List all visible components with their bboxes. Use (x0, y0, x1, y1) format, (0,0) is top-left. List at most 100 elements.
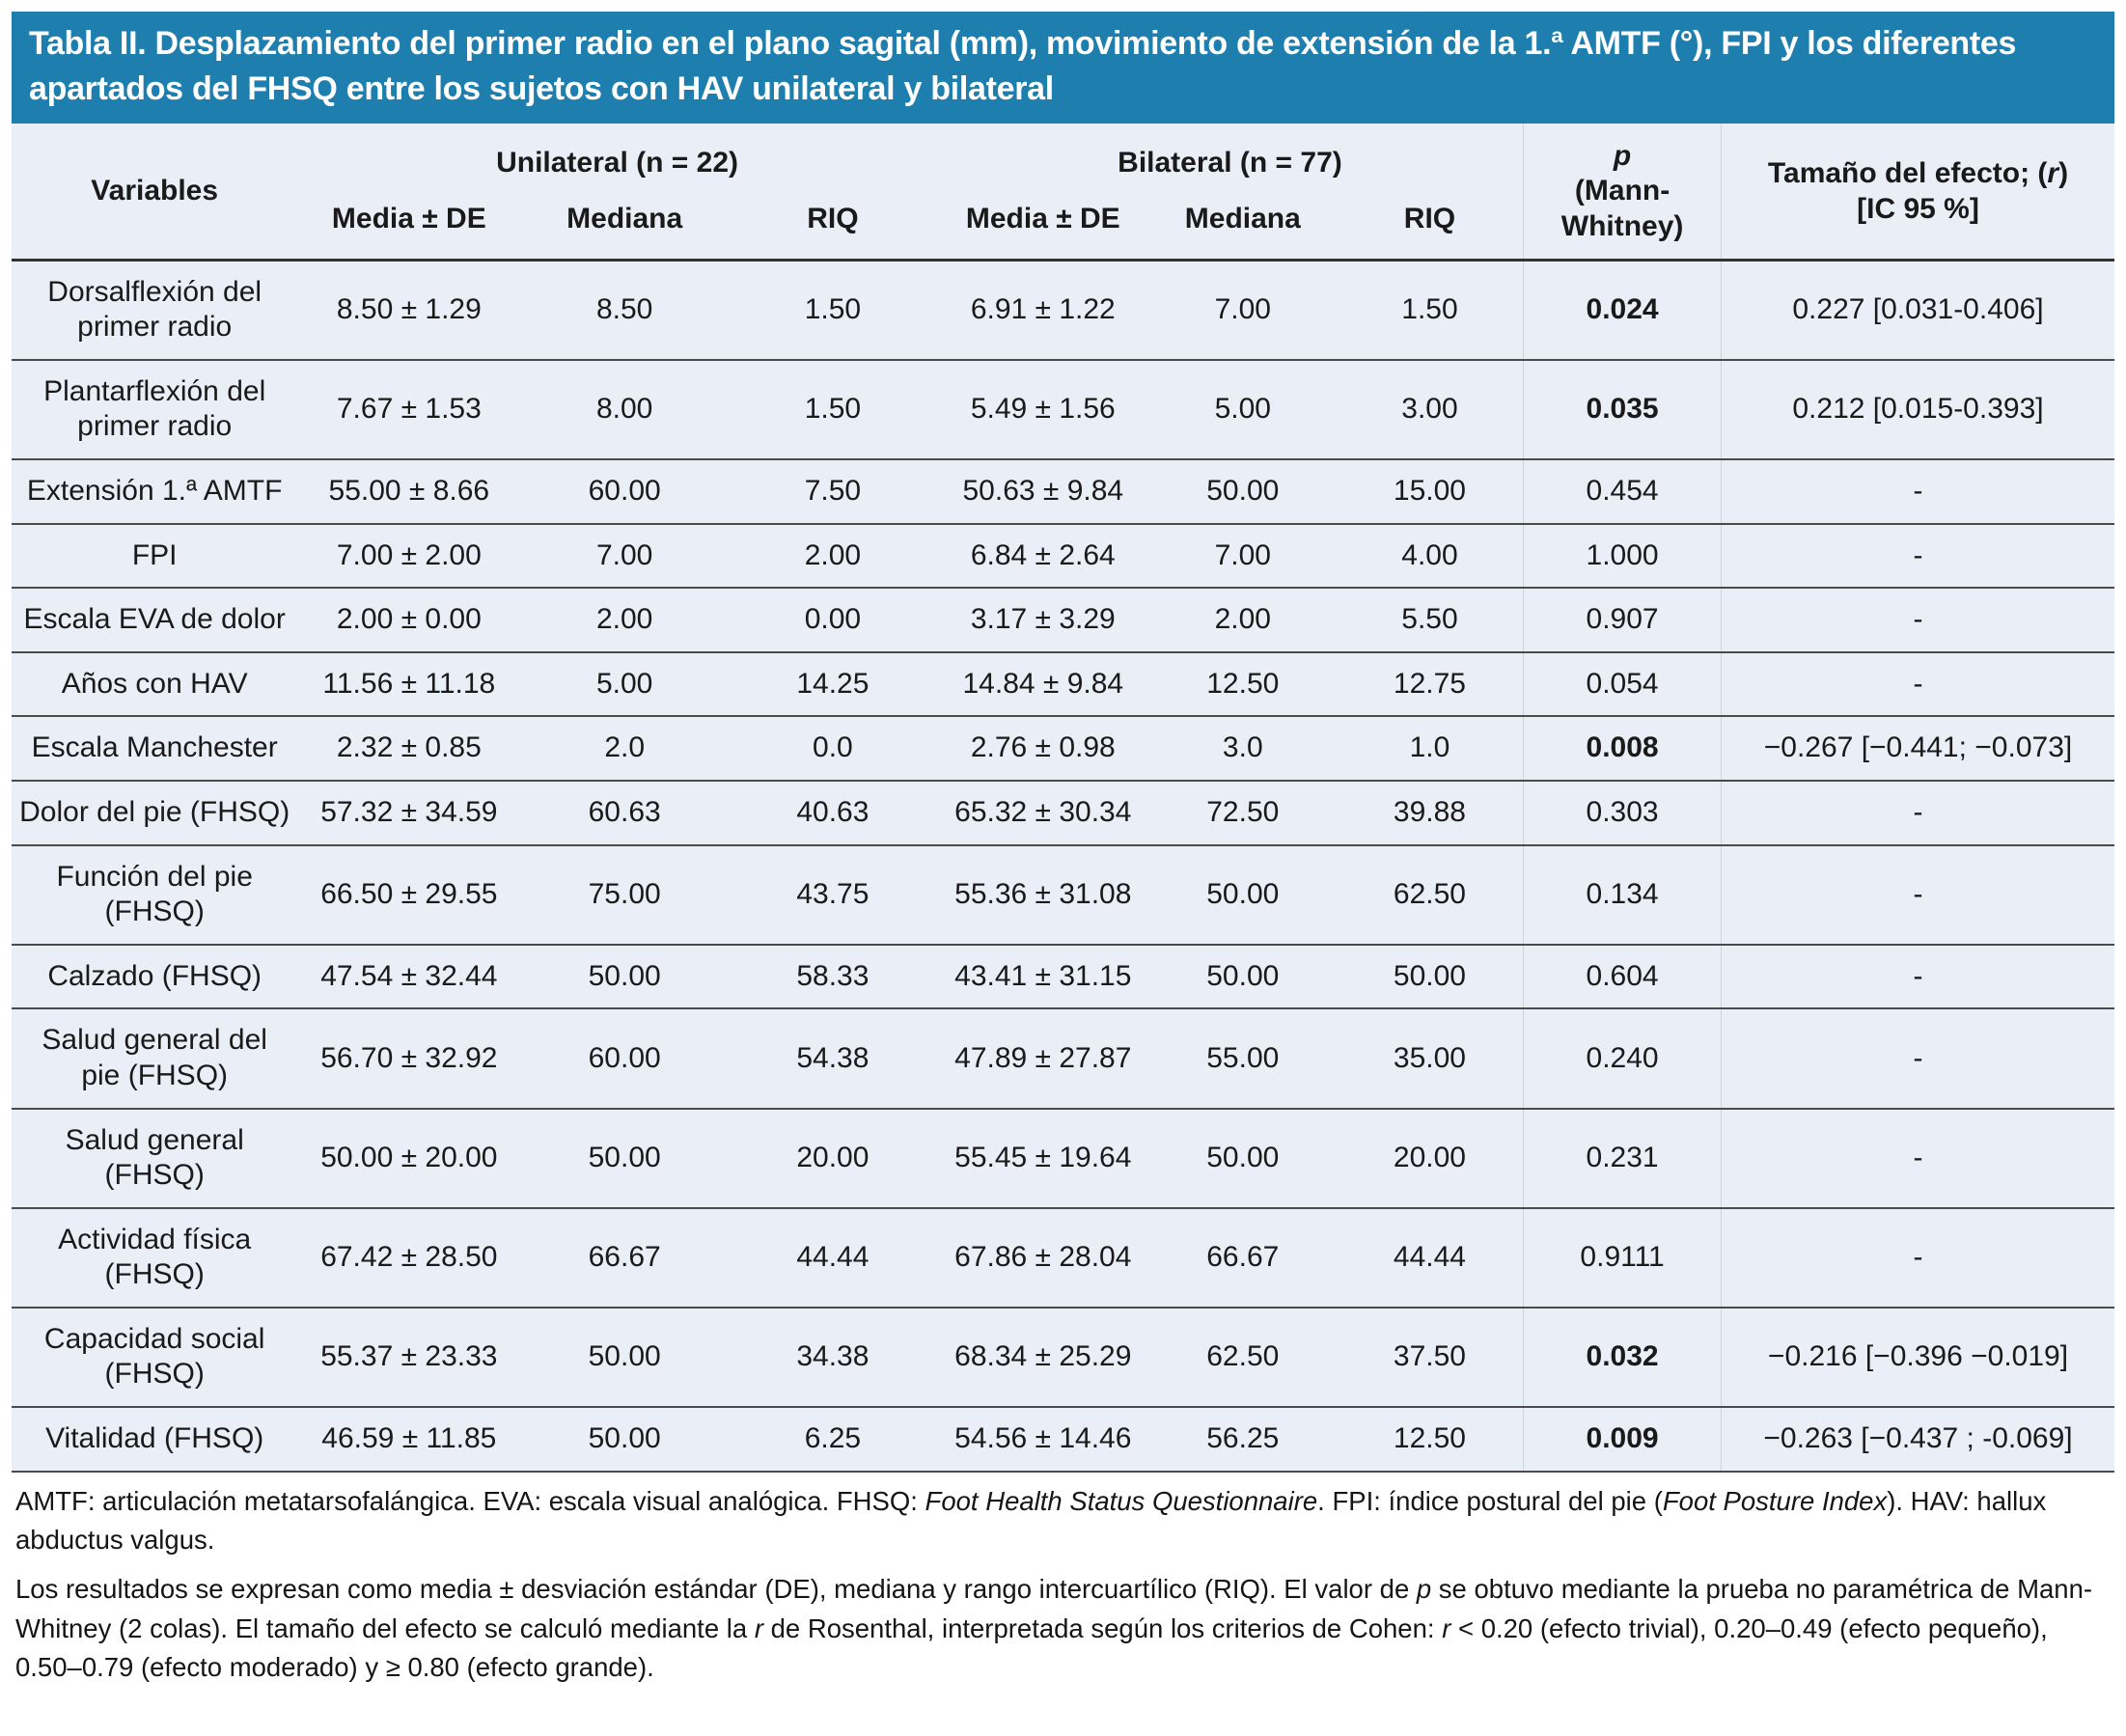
data-table: Variables Unilateral (n = 22) Bilateral … (12, 123, 2114, 1473)
table-title: Tabla II. Desplazamiento del primer radi… (12, 12, 2114, 124)
cell-bil-riq: 1.50 (1336, 259, 1524, 360)
row-label: Plantarflexión del primer radio (12, 358, 298, 459)
cell-bil-media-de: 55.45 ± 19.64 (936, 1107, 1149, 1208)
italic-text-segment: p (1416, 1574, 1432, 1605)
cell-p-value: 1.000 (1523, 522, 1722, 589)
text-segment: de Rosenthal, interpretada según los cri… (762, 1612, 1443, 1643)
cell-uni-mediana: 8.50 (520, 259, 730, 360)
table-row: FPI 7.00 ± 2.00 7.00 2.00 6.84 ± 2.64 7.00 4.0… (12, 522, 2114, 589)
cell-uni-mediana: 7.00 (520, 522, 730, 589)
cell-uni-media-de: 56.70 ± 32.92 (297, 1007, 521, 1109)
cell-uni-riq: 2.00 (729, 522, 937, 589)
table-row: Dolor del pie (FHSQ) 57.32 ± 34.59 60.63 40… (12, 779, 2114, 845)
cell-bil-media-de: 14.84 ± 9.84 (936, 650, 1149, 717)
cell-uni-riq: 20.00 (729, 1107, 937, 1208)
row-label: Salud general del pie (FHSQ) (12, 1007, 298, 1109)
cell-bil-riq: 35.00 (1336, 1007, 1524, 1109)
cell-effect-size: - (1720, 779, 2114, 845)
table-row: Años con HAV 11.56 ± 11.18 5.00 14.25 14.84 … (12, 650, 2114, 717)
row-label: Actividad física (FHSQ) (12, 1206, 298, 1308)
cell-bil-media-de: 47.89 ± 27.87 (936, 1007, 1149, 1109)
row-label: Escala Manchester (12, 715, 298, 781)
col-header-bil-riq: RIQ (1336, 190, 1524, 262)
table-header: Variables Unilateral (n = 22) Bilateral … (12, 123, 2114, 262)
table-row: Salud general (FHSQ) 50.00 ± 20.00 50.00 20… (12, 1107, 2114, 1208)
cell-effect-size: - (1720, 457, 2114, 524)
cell-bil-riq: 15.00 (1336, 457, 1524, 524)
cell-uni-media-de: 55.00 ± 8.66 (297, 457, 521, 524)
cell-uni-mediana: 60.63 (520, 779, 730, 845)
table-row: Escala Manchester 2.32 ± 0.85 2.0 0.0 2.76 ±… (12, 715, 2114, 781)
cell-uni-mediana: 60.00 (520, 1007, 730, 1109)
cell-p-value: 0.240 (1523, 1007, 1722, 1109)
table-row: Capacidad social (FHSQ) 55.37 ± 23.33 50.0… (12, 1306, 2114, 1408)
cell-effect-size: - (1720, 1206, 2114, 1308)
cell-bil-media-de: 55.36 ± 31.08 (936, 843, 1149, 945)
cell-p-value: 0.231 (1523, 1107, 1722, 1208)
cell-uni-riq: 40.63 (729, 779, 937, 845)
cell-bil-mediana: 56.25 (1148, 1406, 1337, 1472)
cell-uni-riq: 44.44 (729, 1206, 937, 1308)
cell-uni-media-de: 7.00 ± 2.00 (297, 522, 521, 589)
row-label: Dolor del pie (FHSQ) (12, 779, 298, 845)
cell-uni-media-de: 2.00 ± 0.00 (297, 587, 521, 652)
cell-p-value: 0.907 (1523, 587, 1722, 652)
cell-uni-media-de: 7.67 ± 1.53 (297, 358, 521, 459)
cell-bil-media-de: 6.91 ± 1.22 (936, 259, 1149, 360)
col-header-bil-media-de: Media ± DE (936, 190, 1149, 262)
cell-uni-riq: 1.50 (729, 358, 937, 459)
text-segment: ) (2058, 157, 2069, 190)
cell-uni-media-de: 67.42 ± 28.50 (297, 1206, 521, 1308)
cell-p-value: 0.009 (1523, 1406, 1722, 1472)
cell-p-value: 0.032 (1523, 1306, 1722, 1408)
cell-uni-riq: 0.00 (729, 587, 937, 652)
cell-uni-media-de: 11.56 ± 11.18 (297, 650, 521, 717)
italic-text-segment: Foot Health Status Questionnaire (925, 1485, 1318, 1516)
cell-bil-media-de: 2.76 ± 0.98 (936, 715, 1149, 781)
row-label: Vitalidad (FHSQ) (12, 1406, 298, 1472)
cell-effect-size: −0.267 [−0.441; −0.073] (1720, 715, 2114, 781)
cell-effect-size: - (1720, 522, 2114, 589)
cell-bil-riq: 5.50 (1336, 587, 1524, 652)
cell-bil-mediana: 50.00 (1148, 457, 1337, 524)
cell-bil-media-de: 5.49 ± 1.56 (936, 358, 1149, 459)
col-group-unilateral: Unilateral (n = 22) (496, 147, 738, 179)
table-row: Salud general del pie (FHSQ) 56.70 ± 32.9… (12, 1007, 2114, 1109)
p-test-name: (Mann-Whitney) (1560, 175, 1684, 242)
cell-bil-riq: 39.88 (1336, 779, 1524, 845)
cell-p-value: 0.604 (1523, 943, 1722, 1009)
cell-effect-size: - (1720, 843, 2114, 945)
col-group-bilateral: Bilateral (n = 77) (1118, 147, 1342, 179)
cell-effect-size: - (1720, 650, 2114, 717)
cell-uni-mediana: 50.00 (520, 1306, 730, 1408)
cell-uni-riq: 7.50 (729, 457, 937, 524)
cell-effect-size: 0.212 [0.015-0.393] (1720, 358, 2114, 459)
cell-uni-media-de: 8.50 ± 1.29 (297, 259, 521, 360)
cell-bil-media-de: 65.32 ± 30.34 (936, 779, 1149, 845)
cell-p-value: 0.9111 (1523, 1206, 1722, 1308)
cell-bil-mediana: 7.00 (1148, 522, 1337, 589)
row-label: FPI (12, 522, 298, 589)
cell-uni-riq: 6.25 (729, 1406, 937, 1472)
row-label: Función del pie (FHSQ) (12, 843, 298, 945)
cell-bil-mediana: 62.50 (1148, 1306, 1337, 1408)
cell-bil-riq: 62.50 (1336, 843, 1524, 945)
row-label: Salud general (FHSQ) (12, 1107, 298, 1208)
text-segment: AMTF: articulación metatarsofalángica. E… (15, 1485, 925, 1516)
cell-uni-riq: 0.0 (729, 715, 937, 781)
cell-bil-media-de: 68.34 ± 25.29 (936, 1306, 1149, 1408)
table-row: Actividad física (FHSQ) 67.42 ± 28.50 66.6… (12, 1206, 2114, 1308)
italic-text-segment: Foot Posture Index (1662, 1485, 1888, 1516)
col-header-uni-riq: RIQ (729, 190, 937, 262)
cell-uni-mediana: 75.00 (520, 843, 730, 945)
row-label: Escala EVA de dolor (12, 587, 298, 652)
cell-bil-riq: 20.00 (1336, 1107, 1524, 1208)
cell-bil-media-de: 6.84 ± 2.64 (936, 522, 1149, 589)
cell-uni-riq: 34.38 (729, 1306, 937, 1408)
cell-p-value: 0.054 (1523, 650, 1722, 717)
p-symbol: p (1613, 139, 1632, 172)
cell-uni-mediana: 5.00 (520, 650, 730, 717)
cell-bil-riq: 3.00 (1336, 358, 1524, 459)
cell-uni-media-de: 57.32 ± 34.59 (297, 779, 521, 845)
